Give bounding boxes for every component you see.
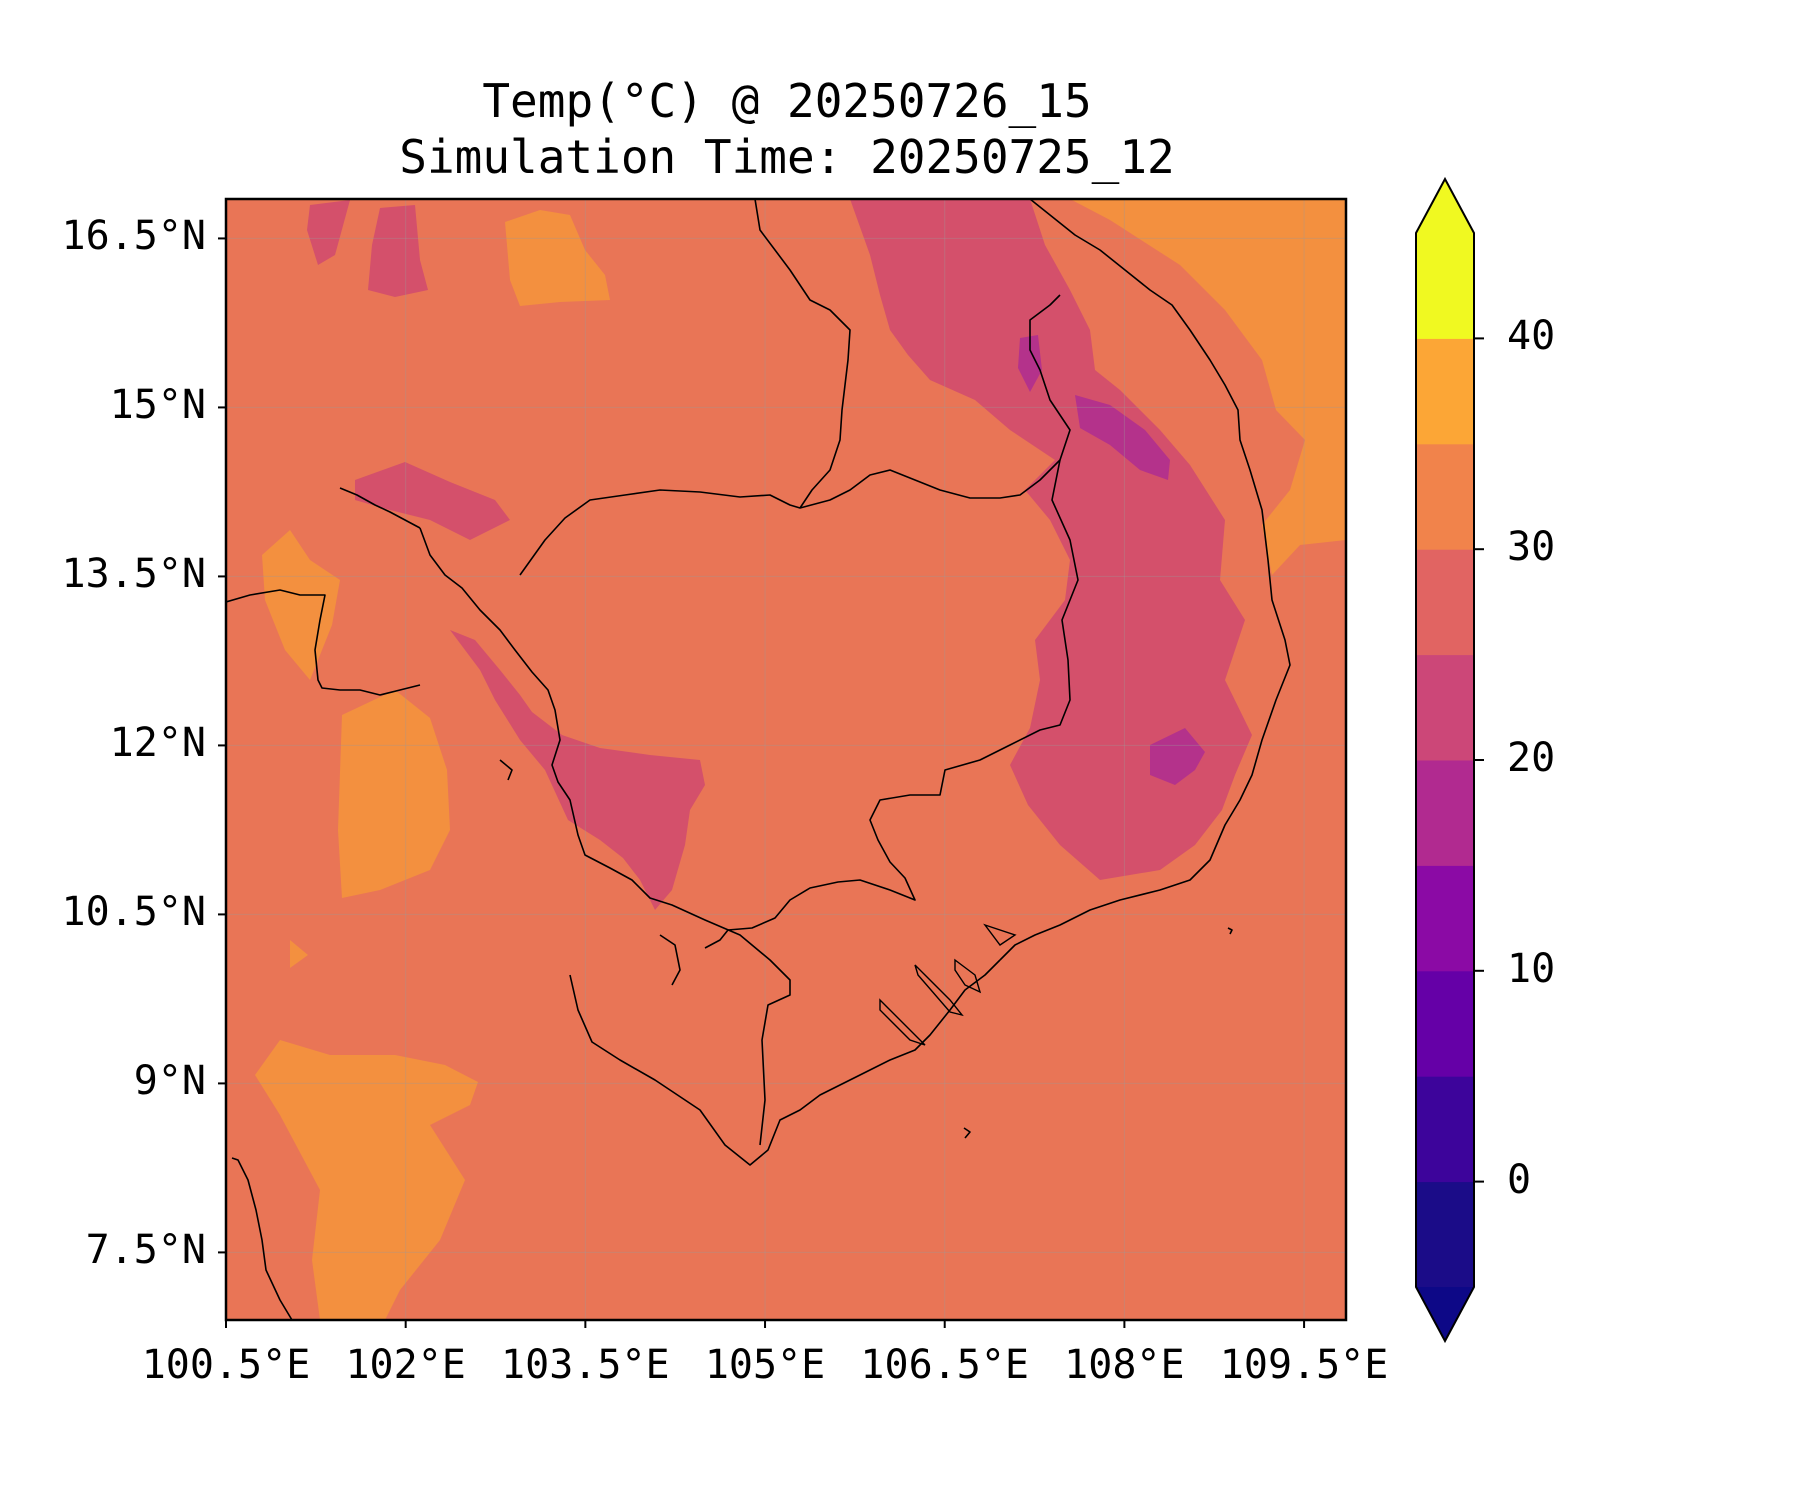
coastlines-and-borders xyxy=(226,199,1291,1320)
coastline xyxy=(999,199,1291,961)
colorbar-band xyxy=(1416,865,1474,972)
temp-band-15-20 xyxy=(1075,395,1170,480)
colorbar-tick-label: 30 xyxy=(1507,524,1556,571)
longitude-tick-label: 108°E xyxy=(1064,1342,1185,1388)
colorbar-band xyxy=(1416,1181,1474,1288)
colorbar-tick-label: 40 xyxy=(1507,313,1556,360)
latitude-tick-label: 9°N xyxy=(133,1058,206,1105)
chart-title: Temp(°C) @ 20250726_15 xyxy=(482,74,1092,128)
coastline xyxy=(659,934,681,986)
longitude-tick-label: 106.5°E xyxy=(860,1342,1029,1388)
river-mouth xyxy=(954,958,982,994)
coastline xyxy=(226,589,421,696)
temp-band-15-20 xyxy=(1018,335,1042,392)
colorbar-tick-label: 10 xyxy=(1507,945,1556,992)
temp-band-20-25 xyxy=(307,200,350,265)
colorbar-tick-label: 20 xyxy=(1507,735,1556,781)
temp-band-30-35 xyxy=(290,940,308,968)
colorbar-over-extend xyxy=(1416,179,1474,233)
longitude-tick-label: 109.5°E xyxy=(1219,1342,1389,1388)
latitude-tick-label: 12°N xyxy=(109,720,206,767)
colorbar-tick-label: 0 xyxy=(1507,1156,1532,1203)
temp-band-30-35 xyxy=(505,210,610,306)
coastline xyxy=(963,1127,971,1139)
chart-subtitle: Simulation Time: 20250725_12 xyxy=(399,130,1175,184)
colorbar-band xyxy=(1416,760,1474,866)
colorbar-band xyxy=(1416,338,1474,445)
latitude-tick-label: 16.5°N xyxy=(61,213,207,260)
coastline xyxy=(231,1157,293,1320)
temp-band-30-35 xyxy=(262,530,340,680)
colorbar-band xyxy=(1416,443,1474,550)
temperature-field xyxy=(226,199,1346,1320)
river-mouth xyxy=(983,923,1017,946)
map-frame xyxy=(224,197,1348,1322)
colorbar xyxy=(1415,176,1484,1344)
longitude-tick-label: 105°E xyxy=(704,1342,826,1388)
colorbar-band xyxy=(1416,233,1474,339)
colorbar-under-extend xyxy=(1416,1287,1474,1341)
axis-ticks xyxy=(218,237,1306,1328)
temp-band-30-35 xyxy=(338,690,450,898)
latitude-tick-label: 13.5°N xyxy=(61,551,207,598)
coastline xyxy=(569,959,1001,1166)
temp-band-30-35 xyxy=(1070,199,1346,575)
temp-band-30-35 xyxy=(255,1040,478,1320)
river-mouth xyxy=(879,998,926,1046)
temp-band-20-25 xyxy=(450,630,705,910)
temp-band-20-25 xyxy=(355,462,510,540)
coastline xyxy=(419,527,791,1146)
colorbar-band xyxy=(1416,1076,1474,1183)
coastline xyxy=(339,487,421,529)
latitude-tick-label: 7.5°N xyxy=(85,1227,206,1274)
temp-band-15-20 xyxy=(1150,728,1205,785)
colorbar-band xyxy=(1416,654,1474,761)
coastline xyxy=(704,459,1079,949)
coastline xyxy=(519,294,1071,576)
coastline xyxy=(754,199,851,509)
coastline xyxy=(1227,927,1233,935)
coastline xyxy=(499,759,513,781)
map-gridlines xyxy=(226,199,1346,1320)
temp-band-20-25 xyxy=(368,205,428,297)
temp-band-20-25 xyxy=(850,199,1252,880)
river-mouth xyxy=(914,964,964,1017)
longitude-tick-label: 103.5°E xyxy=(501,1342,670,1388)
colorbar-band xyxy=(1416,549,1474,656)
colorbar-outline xyxy=(1415,176,1475,1344)
latitude-tick-label: 15°N xyxy=(109,382,206,429)
colorbar-band xyxy=(1416,970,1474,1077)
longitude-tick-label: 102°E xyxy=(345,1342,466,1388)
longitude-tick-label: 100.5°E xyxy=(141,1342,311,1388)
latitude-tick-label: 10.5°N xyxy=(61,889,207,936)
